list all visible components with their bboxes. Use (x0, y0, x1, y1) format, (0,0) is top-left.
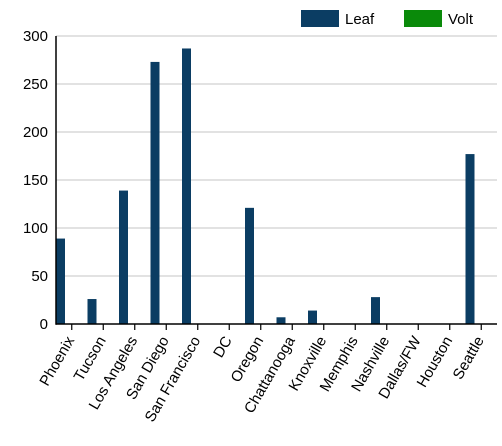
legend: Leaf Volt (301, 10, 474, 28)
bar-leaf-4 (182, 48, 191, 324)
bar-leaf-1 (87, 299, 97, 324)
bars (56, 48, 475, 325)
y-tick-label: 300 (23, 28, 48, 45)
bar-leaf-6 (245, 207, 254, 324)
bar-leaf-10 (371, 297, 380, 324)
legend-label-volt: Volt (448, 11, 474, 28)
y-tick-label: 150 (23, 172, 48, 189)
y-tick-label: 50 (31, 268, 48, 285)
legend-swatch-leaf (301, 10, 339, 27)
x-tick-label: Seattle (450, 334, 488, 383)
legend-swatch-volt (404, 10, 442, 27)
legend-label-leaf: Leaf (345, 11, 375, 28)
gridlines (56, 35, 497, 277)
bar-leaf-8 (308, 310, 317, 324)
bar-leaf-7 (276, 317, 286, 324)
bar-leaf-2 (119, 190, 128, 324)
bar-leaf-0 (56, 238, 65, 324)
y-tick-label: 200 (23, 124, 48, 141)
bar-leaf-3 (150, 61, 160, 325)
axes (55, 36, 497, 330)
bar-leaf-13 (465, 154, 475, 324)
x-tick-label: Phoenix (36, 333, 78, 389)
y-tick-label: 250 (23, 76, 48, 93)
x-tick-label: DC (210, 333, 236, 360)
y-tick-label: 100 (23, 220, 48, 237)
y-tick-labels: 0 50 100 150 200 250 300 (23, 28, 48, 333)
y-tick-label: 0 (40, 316, 48, 333)
